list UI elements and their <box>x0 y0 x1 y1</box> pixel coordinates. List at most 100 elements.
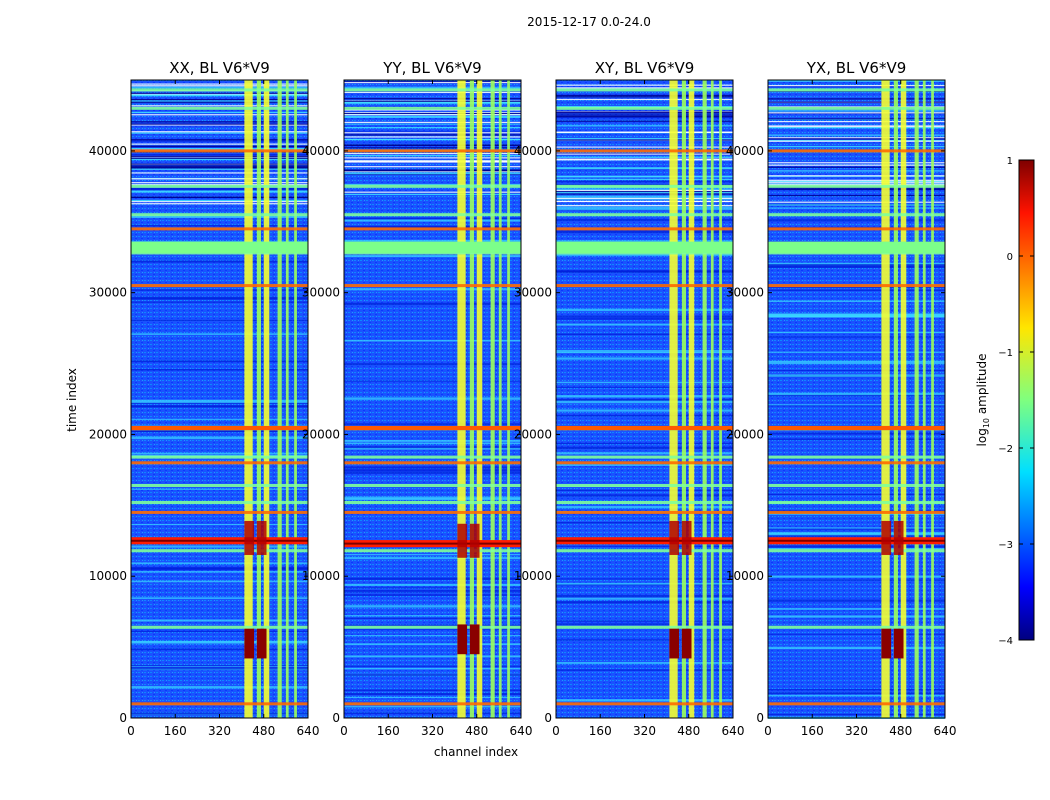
noise-line <box>131 402 308 404</box>
rfi-channel-band <box>900 80 907 718</box>
strong-signal-block <box>457 523 468 558</box>
flare-core <box>556 539 733 542</box>
noise-line <box>556 578 733 580</box>
noise-line <box>556 190 733 193</box>
rfi-time-band <box>131 702 308 706</box>
rfi-time-band <box>344 213 521 217</box>
noise-line <box>768 608 945 610</box>
noise-line <box>344 147 521 149</box>
noise-line <box>556 192 733 194</box>
rfi-time-band <box>768 455 945 459</box>
noise-line <box>556 409 733 412</box>
noise-line <box>768 547 945 550</box>
noise-line <box>556 156 733 158</box>
noise-line <box>556 489 733 492</box>
noise-line <box>344 363 521 366</box>
strong-signal-block <box>881 520 892 555</box>
noise-line <box>344 161 521 163</box>
noise-line <box>344 302 521 306</box>
noise-line <box>131 182 308 184</box>
y-tick-label: 20000 <box>302 427 340 441</box>
rfi-channel-band <box>256 80 261 718</box>
strong-signal-block <box>681 520 692 555</box>
rfi-time-band <box>131 425 308 431</box>
noise-line <box>556 139 733 141</box>
noise-line <box>344 628 521 630</box>
noise-line <box>344 121 521 124</box>
noise-line <box>131 545 308 548</box>
y-tick-label: 20000 <box>726 427 764 441</box>
noise-line <box>768 633 945 635</box>
noise-line <box>131 105 308 107</box>
colorbar: −4 −3 −2 −1 0 1 log10 amplitude <box>975 156 1035 647</box>
noise-line <box>344 100 521 102</box>
noise-line <box>131 167 308 169</box>
strong-signal-block <box>881 628 892 659</box>
noise-line <box>556 159 733 161</box>
x-tick-label: 640 <box>722 724 745 738</box>
noise-line <box>556 595 733 598</box>
noise-line <box>344 90 521 93</box>
noise-line <box>131 148 308 150</box>
noise-line <box>768 137 945 139</box>
noise-line <box>344 605 521 608</box>
noise-line <box>344 674 521 676</box>
noise-line <box>556 153 733 155</box>
rfi-channel-band <box>476 80 483 718</box>
rfi-channel-band <box>490 80 495 718</box>
noise-line <box>768 314 945 318</box>
rfi-time-band <box>131 88 308 92</box>
noise-line <box>556 318 733 320</box>
rfi-time-band <box>131 483 308 487</box>
noise-line <box>344 587 521 589</box>
noise-line <box>556 315 733 318</box>
rfi-time-band <box>768 425 945 431</box>
noise-line <box>768 438 945 441</box>
noise-line <box>556 639 733 641</box>
rfi-time-band <box>556 461 733 465</box>
noise-line <box>131 319 308 322</box>
noise-line <box>344 469 521 472</box>
noise-line <box>556 333 733 336</box>
noise-line <box>344 170 521 173</box>
noise-line <box>131 114 308 116</box>
rfi-channel-band <box>294 80 297 718</box>
rfi-time-band <box>556 549 733 553</box>
rfi-time-band <box>768 241 945 253</box>
noise-line <box>556 545 733 547</box>
heatmap-panel: XY, BL V6*V9 0 160 320 480 640 0 10000 20000 3000… <box>514 59 745 738</box>
strong-signal-block <box>256 520 267 555</box>
rfi-time-band <box>131 227 308 231</box>
noise-line <box>556 183 733 186</box>
noise-line <box>768 146 945 148</box>
noise-line <box>768 118 945 120</box>
noise-line <box>131 199 308 202</box>
rfi-time-band <box>344 625 521 629</box>
x-tick-label: 160 <box>164 724 187 738</box>
x-tick-label: 0 <box>127 724 135 738</box>
noise-line <box>556 114 733 116</box>
y-tick-label: 40000 <box>514 144 552 158</box>
noise-line <box>131 168 308 170</box>
noise-line <box>556 464 733 466</box>
noise-line <box>556 505 733 509</box>
noise-line <box>768 493 945 496</box>
noise-line <box>556 158 733 160</box>
noise-line <box>131 203 308 205</box>
heatmap-panel: XX, BL V6*V9 0 160 320 480 640 0 10000 20000 3000… <box>89 59 320 738</box>
noise-line <box>131 405 308 407</box>
x-tick-label: 160 <box>801 724 824 738</box>
noise-line <box>556 442 733 445</box>
y-tick-label: 30000 <box>514 286 552 300</box>
noise-line <box>131 191 308 193</box>
noise-line <box>344 157 521 159</box>
noise-line <box>768 579 945 581</box>
noise-line <box>344 173 521 175</box>
noise-line <box>768 126 945 128</box>
noise-line <box>556 167 733 169</box>
noise-line <box>131 184 308 186</box>
rfi-channel-band <box>285 80 289 718</box>
noise-line <box>344 239 521 243</box>
noise-line <box>556 98 733 101</box>
noise-line <box>131 111 308 114</box>
